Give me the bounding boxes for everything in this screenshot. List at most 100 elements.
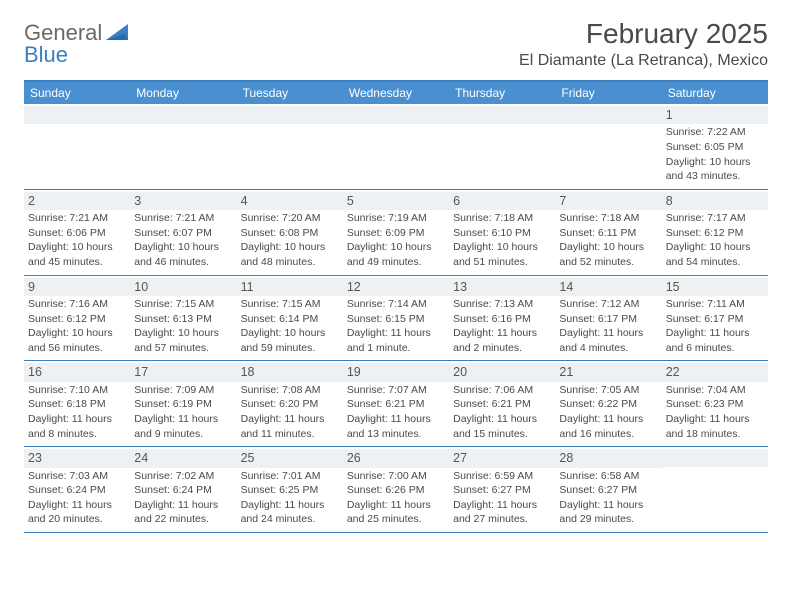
day-number-band bbox=[130, 106, 236, 124]
day-sunrise: Sunrise: 7:19 AM bbox=[347, 212, 445, 226]
day-sunrise: Sunrise: 7:14 AM bbox=[347, 298, 445, 312]
day-number-band: 22 bbox=[662, 363, 768, 381]
day-info: Sunrise: 6:59 AMSunset: 6:27 PMDaylight:… bbox=[453, 470, 551, 529]
day-number-band: 25 bbox=[237, 449, 343, 467]
day-info: Sunrise: 7:19 AMSunset: 6:09 PMDaylight:… bbox=[347, 212, 445, 271]
day-sunrise: Sunrise: 7:22 AM bbox=[666, 126, 764, 140]
day-sunrise: Sunrise: 6:59 AM bbox=[453, 470, 551, 484]
logo-text-line1: General bbox=[24, 22, 102, 44]
day-cell: 8 Sunrise: 7:17 AMSunset: 6:12 PMDaylight… bbox=[662, 190, 768, 275]
day-sunset: Sunset: 6:08 PM bbox=[241, 227, 339, 241]
day-sunrise: Sunrise: 7:04 AM bbox=[666, 384, 764, 398]
day-dl1: Daylight: 10 hours bbox=[28, 327, 126, 341]
empty-day-cell bbox=[343, 104, 449, 189]
day-number: 8 bbox=[662, 192, 768, 210]
day-sunset: Sunset: 6:10 PM bbox=[453, 227, 551, 241]
day-dl2: and 46 minutes. bbox=[134, 256, 232, 270]
week-row: 2Sunrise: 7:21 AMSunset: 6:06 PMDaylight… bbox=[24, 190, 768, 276]
day-number: 21 bbox=[555, 363, 661, 381]
day-number: 16 bbox=[24, 363, 130, 381]
empty-day-cell bbox=[662, 447, 768, 532]
day-cell: 25Sunrise: 7:01 AMSunset: 6:25 PMDayligh… bbox=[237, 447, 343, 532]
logo-text-line2: Blue bbox=[24, 44, 102, 66]
week-row: 23Sunrise: 7:03 AMSunset: 6:24 PMDayligh… bbox=[24, 447, 768, 533]
day-info: Sunrise: 7:16 AMSunset: 6:12 PMDaylight:… bbox=[28, 298, 126, 357]
day-dl2: and 57 minutes. bbox=[134, 342, 232, 356]
day-dl1: Daylight: 11 hours bbox=[666, 413, 764, 427]
day-dl2: and 29 minutes. bbox=[559, 513, 657, 527]
day-number: 22 bbox=[662, 363, 768, 381]
day-sunrise: Sunrise: 7:16 AM bbox=[28, 298, 126, 312]
day-dl1: Daylight: 10 hours bbox=[559, 241, 657, 255]
day-number: 5 bbox=[343, 192, 449, 210]
day-cell: 13Sunrise: 7:13 AMSunset: 6:16 PMDayligh… bbox=[449, 276, 555, 361]
day-dl2: and 49 minutes. bbox=[347, 256, 445, 270]
day-cell: 20Sunrise: 7:06 AMSunset: 6:21 PMDayligh… bbox=[449, 361, 555, 446]
day-dl1: Daylight: 11 hours bbox=[28, 499, 126, 513]
day-dl2: and 27 minutes. bbox=[453, 513, 551, 527]
day-sunset: Sunset: 6:15 PM bbox=[347, 313, 445, 327]
empty-day-cell bbox=[130, 104, 236, 189]
day-cell: 26Sunrise: 7:00 AMSunset: 6:26 PMDayligh… bbox=[343, 447, 449, 532]
day-number: 15 bbox=[662, 278, 768, 296]
day-number: 19 bbox=[343, 363, 449, 381]
location: El Diamante (La Retranca), Mexico bbox=[519, 52, 768, 70]
day-sunrise: Sunrise: 7:21 AM bbox=[134, 212, 232, 226]
day-dl2: and 20 minutes. bbox=[28, 513, 126, 527]
day-dl2: and 2 minutes. bbox=[453, 342, 551, 356]
day-sunrise: Sunrise: 7:15 AM bbox=[134, 298, 232, 312]
day-number: 27 bbox=[449, 449, 555, 467]
day-sunset: Sunset: 6:17 PM bbox=[559, 313, 657, 327]
day-of-week-header: Thursday bbox=[449, 82, 555, 104]
day-number-band: 5 bbox=[343, 192, 449, 210]
day-dl2: and 6 minutes. bbox=[666, 342, 764, 356]
logo: General Blue bbox=[24, 18, 132, 66]
day-dl2: and 9 minutes. bbox=[134, 428, 232, 442]
day-info: Sunrise: 7:07 AMSunset: 6:21 PMDaylight:… bbox=[347, 384, 445, 443]
day-number: 4 bbox=[237, 192, 343, 210]
day-cell: 1Sunrise: 7:22 AMSunset: 6:05 PMDaylight… bbox=[662, 104, 768, 189]
day-dl1: Daylight: 11 hours bbox=[453, 327, 551, 341]
day-of-week-header: Tuesday bbox=[237, 82, 343, 104]
day-dl1: Daylight: 11 hours bbox=[28, 413, 126, 427]
day-cell: 15Sunrise: 7:11 AMSunset: 6:17 PMDayligh… bbox=[662, 276, 768, 361]
day-number: 20 bbox=[449, 363, 555, 381]
day-sunrise: Sunrise: 7:08 AM bbox=[241, 384, 339, 398]
day-cell: 17Sunrise: 7:09 AMSunset: 6:19 PMDayligh… bbox=[130, 361, 236, 446]
day-number: 13 bbox=[449, 278, 555, 296]
day-number: 24 bbox=[130, 449, 236, 467]
day-number-band: 6 bbox=[449, 192, 555, 210]
day-sunrise: Sunrise: 7:05 AM bbox=[559, 384, 657, 398]
day-dl2: and 13 minutes. bbox=[347, 428, 445, 442]
day-sunrise: Sunrise: 7:02 AM bbox=[134, 470, 232, 484]
day-info: Sunrise: 7:22 AMSunset: 6:05 PMDaylight:… bbox=[666, 126, 764, 185]
calendar: SundayMondayTuesdayWednesdayThursdayFrid… bbox=[24, 80, 768, 533]
day-dl1: Daylight: 10 hours bbox=[453, 241, 551, 255]
day-dl1: Daylight: 11 hours bbox=[559, 499, 657, 513]
day-info: Sunrise: 7:09 AMSunset: 6:19 PMDaylight:… bbox=[134, 384, 232, 443]
header: General Blue February 2025 El Diamante (… bbox=[24, 18, 768, 70]
day-info: Sunrise: 7:12 AMSunset: 6:17 PMDaylight:… bbox=[559, 298, 657, 357]
day-sunset: Sunset: 6:25 PM bbox=[241, 484, 339, 498]
day-number: 3 bbox=[130, 192, 236, 210]
day-dl1: Daylight: 10 hours bbox=[134, 241, 232, 255]
day-sunrise: Sunrise: 7:07 AM bbox=[347, 384, 445, 398]
day-sunset: Sunset: 6:17 PM bbox=[666, 313, 764, 327]
week-row: 16Sunrise: 7:10 AMSunset: 6:18 PMDayligh… bbox=[24, 361, 768, 447]
day-number-band: 4 bbox=[237, 192, 343, 210]
day-cell: 6 Sunrise: 7:18 AMSunset: 6:10 PMDaylight… bbox=[449, 190, 555, 275]
logo-text-block: General Blue bbox=[24, 22, 102, 66]
day-dl2: and 8 minutes. bbox=[28, 428, 126, 442]
day-number-band: 11 bbox=[237, 278, 343, 296]
day-sunrise: Sunrise: 7:00 AM bbox=[347, 470, 445, 484]
day-number: 2 bbox=[24, 192, 130, 210]
day-info: Sunrise: 7:18 AMSunset: 6:10 PMDaylight:… bbox=[453, 212, 551, 271]
day-dl1: Daylight: 11 hours bbox=[241, 499, 339, 513]
day-cell: 4Sunrise: 7:20 AMSunset: 6:08 PMDaylight… bbox=[237, 190, 343, 275]
day-number-band bbox=[555, 106, 661, 124]
day-info: Sunrise: 7:17 AMSunset: 6:12 PMDaylight:… bbox=[666, 212, 764, 271]
day-number-band: 18 bbox=[237, 363, 343, 381]
day-sunset: Sunset: 6:18 PM bbox=[28, 398, 126, 412]
day-sunrise: Sunrise: 7:15 AM bbox=[241, 298, 339, 312]
day-sunset: Sunset: 6:12 PM bbox=[666, 227, 764, 241]
